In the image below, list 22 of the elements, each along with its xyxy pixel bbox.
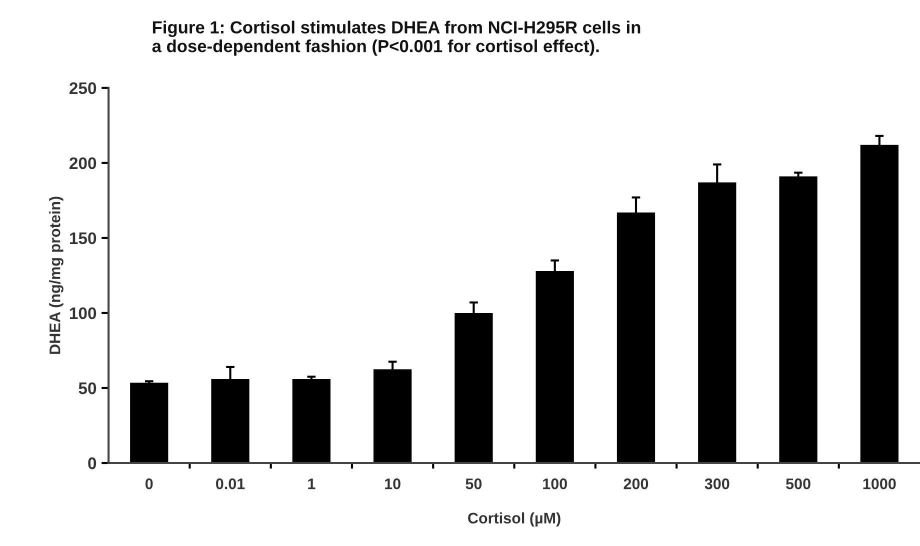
x-axis-title: Cortisol (µM) [468, 512, 560, 527]
y-tick-label: 50 [78, 382, 96, 394]
bar [292, 378, 330, 464]
y-tick-label: 100 [70, 307, 96, 320]
x-tick-label: 500 [786, 478, 810, 490]
bar [130, 382, 168, 464]
x-tick-label: 0 [145, 478, 153, 490]
x-tick-label: 1000 [863, 478, 896, 490]
chart-title: Figure 1: Cortisol stimulates DHEA from NCI-H295R cells in a dose-dependent fashion (P<0.001 for cortisol effect). [152, 20, 640, 56]
x-tick-label: 1 [308, 478, 316, 490]
x-tick-label: 10 [385, 478, 400, 490]
x-tick-label: 200 [624, 478, 648, 490]
x-tick-label: 50 [466, 478, 482, 490]
y-tick-label: 150 [70, 232, 96, 244]
y-axis-title: DHEA (ng/mg protein) [49, 196, 64, 354]
bar [779, 176, 818, 464]
y-tick-label: 200 [70, 157, 96, 170]
x-tick-label: 0.01 [216, 478, 245, 490]
y-tick-label: 250 [70, 82, 96, 94]
x-tick-label: 100 [543, 478, 567, 490]
x-tick-label: 300 [704, 478, 730, 490]
y-tick-label: 0 [88, 457, 96, 470]
